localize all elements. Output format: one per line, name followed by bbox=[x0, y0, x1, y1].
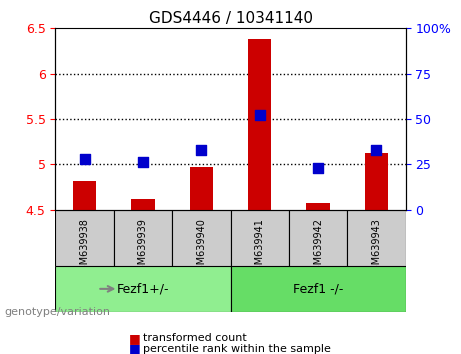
Point bbox=[81, 156, 88, 162]
FancyBboxPatch shape bbox=[230, 210, 289, 266]
Title: GDS4446 / 10341140: GDS4446 / 10341140 bbox=[148, 11, 313, 26]
FancyBboxPatch shape bbox=[289, 210, 347, 266]
Bar bbox=[73, 181, 96, 210]
Bar bbox=[307, 203, 330, 210]
Bar bbox=[131, 199, 154, 210]
Text: GSM639943: GSM639943 bbox=[372, 218, 382, 277]
FancyBboxPatch shape bbox=[230, 266, 406, 312]
Text: ■: ■ bbox=[129, 342, 141, 354]
Bar bbox=[189, 167, 213, 210]
Text: percentile rank within the sample: percentile rank within the sample bbox=[143, 344, 331, 354]
Text: transformed count: transformed count bbox=[143, 333, 247, 343]
Text: genotype/variation: genotype/variation bbox=[5, 307, 111, 316]
FancyBboxPatch shape bbox=[55, 266, 230, 312]
Text: GSM639941: GSM639941 bbox=[254, 218, 265, 277]
Text: Fezf1 -/-: Fezf1 -/- bbox=[293, 282, 343, 295]
Text: GSM639942: GSM639942 bbox=[313, 218, 323, 277]
Text: GSM639938: GSM639938 bbox=[79, 218, 89, 277]
Bar bbox=[365, 153, 388, 210]
Point bbox=[373, 147, 380, 153]
FancyBboxPatch shape bbox=[114, 210, 172, 266]
Text: Fezf1+/-: Fezf1+/- bbox=[117, 282, 169, 295]
Point bbox=[198, 147, 205, 153]
FancyBboxPatch shape bbox=[172, 210, 230, 266]
Point bbox=[314, 165, 322, 171]
Point bbox=[139, 160, 147, 165]
Text: GSM639939: GSM639939 bbox=[138, 218, 148, 277]
FancyBboxPatch shape bbox=[347, 210, 406, 266]
Point bbox=[256, 113, 263, 118]
Text: ■: ■ bbox=[129, 332, 141, 344]
FancyBboxPatch shape bbox=[55, 210, 114, 266]
Text: GSM639940: GSM639940 bbox=[196, 218, 207, 277]
Bar bbox=[248, 39, 272, 210]
